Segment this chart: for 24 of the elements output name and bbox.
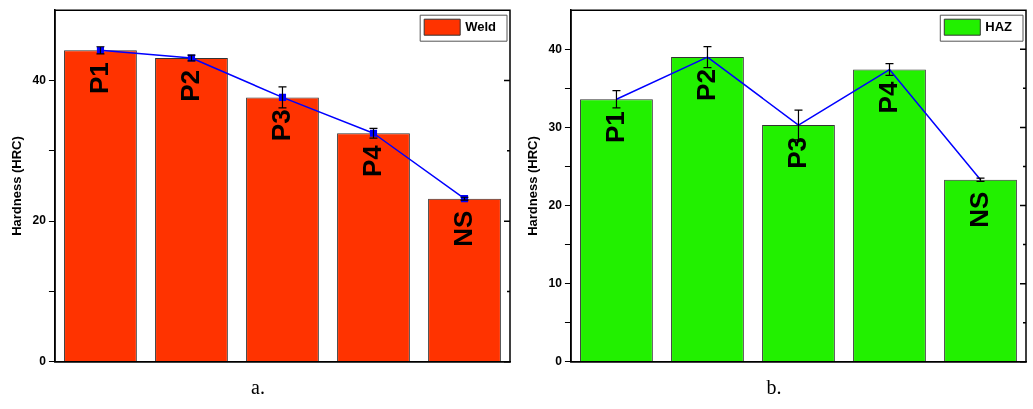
x-tick-label: P4 [356, 144, 387, 178]
y-axis-title: Hardness (HRC) [9, 136, 25, 236]
x-tick-label: NS [447, 210, 478, 247]
y-tick-label: 20 [32, 213, 47, 228]
text: a. [250, 376, 266, 399]
x-tick-label: P2 [690, 69, 721, 101]
y-tick-label: 10 [548, 275, 563, 290]
y-tick-label: 40 [548, 41, 563, 56]
x-tick-label: P2 [174, 70, 205, 102]
y-tick-label: 0 [555, 354, 563, 369]
x-tick-label: P1 [599, 111, 630, 144]
x-tick-label: NS [963, 191, 994, 228]
x-tick-label: P1 [83, 62, 114, 95]
y-axis-title: Hardness (HRC) [525, 136, 541, 236]
x-tick-label: P3 [781, 137, 812, 169]
y-tick-label: 30 [548, 119, 563, 134]
text: b. [765, 376, 783, 399]
y-tick-label: 40 [32, 72, 47, 87]
y-tick-label: 20 [548, 197, 563, 212]
legend-label: HAZ [985, 18, 1013, 34]
x-tick-label: P3 [265, 109, 296, 142]
legend-label: Weld [465, 18, 497, 34]
x-tick-label: P4 [872, 81, 903, 114]
y-tick-label: 0 [39, 354, 47, 369]
